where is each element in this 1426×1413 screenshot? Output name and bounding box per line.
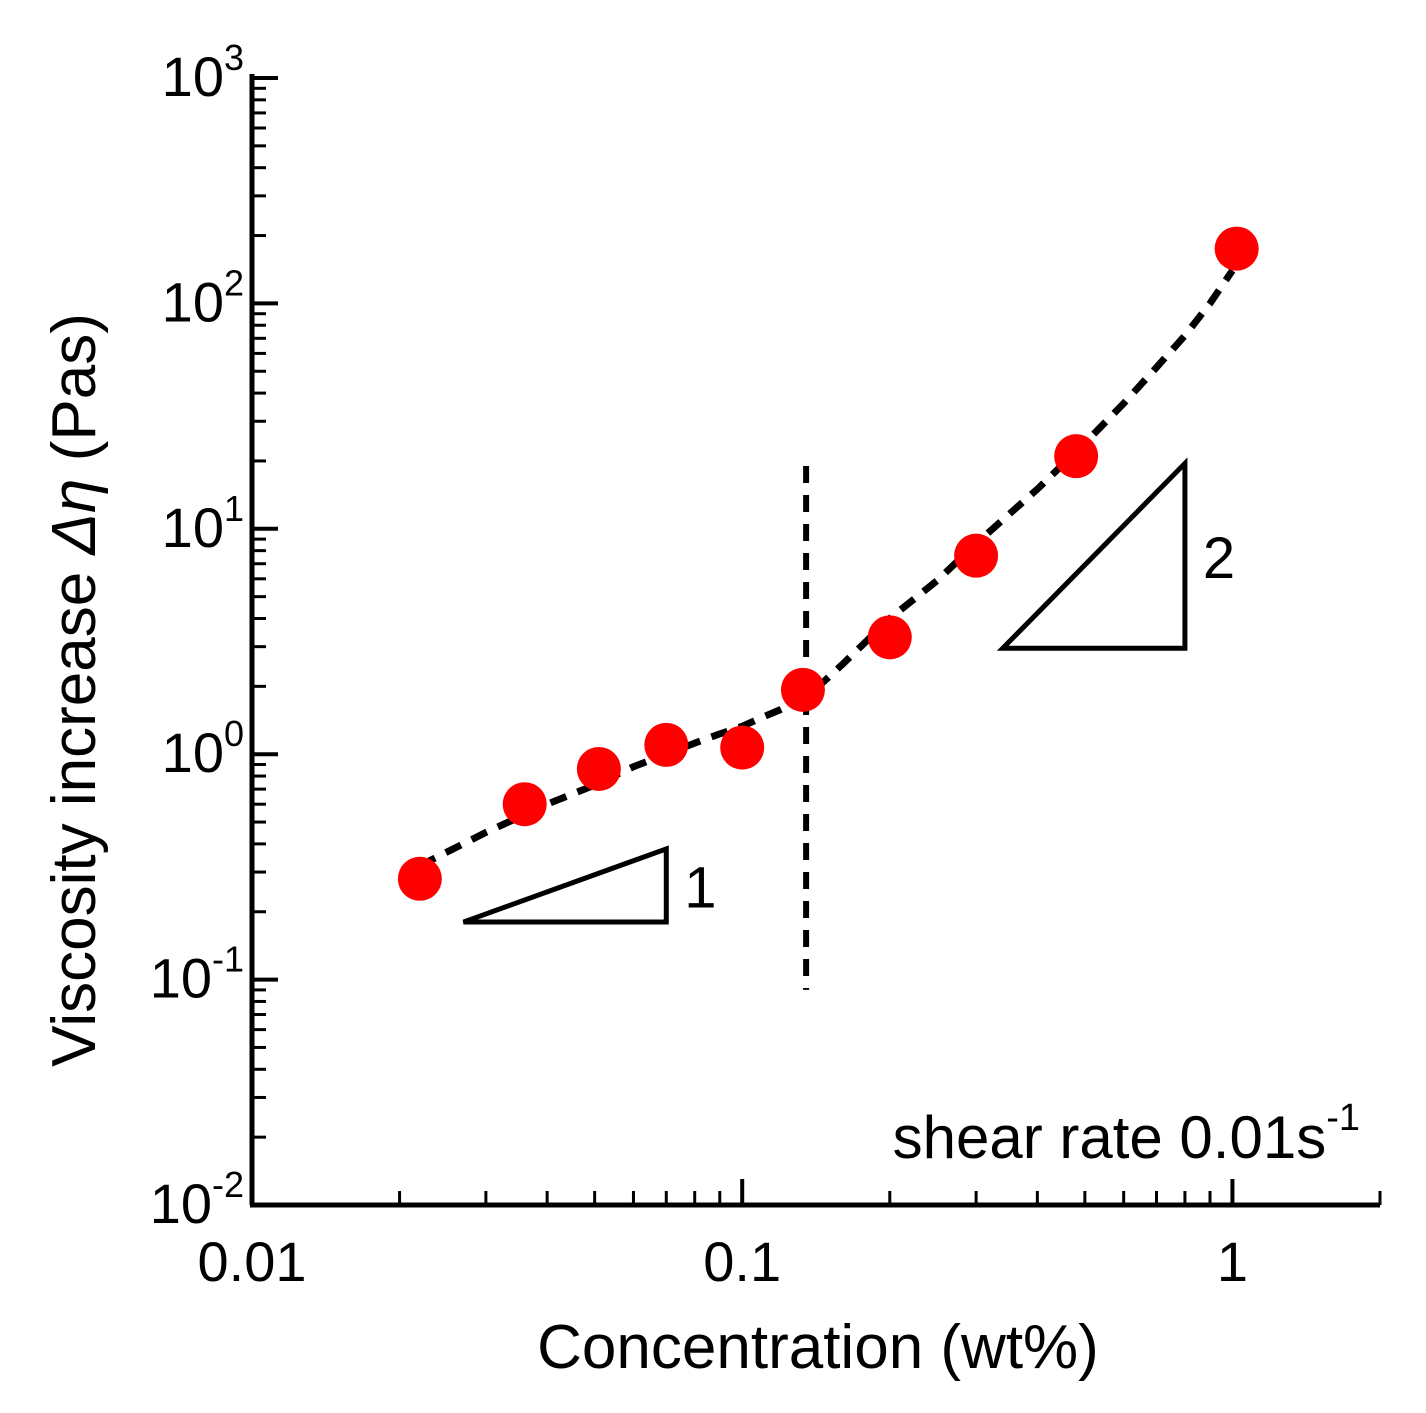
data-point xyxy=(576,746,621,791)
data-point xyxy=(867,615,912,660)
y-tick-label: 101 xyxy=(162,488,244,559)
data-point xyxy=(1054,434,1099,479)
data-points xyxy=(397,226,1259,901)
data-point xyxy=(644,722,689,767)
slope-label-1: 1 xyxy=(684,855,716,920)
data-point xyxy=(1214,226,1259,271)
y-tick-label-exponent: 2 xyxy=(224,262,244,303)
x-axis-ticks: 0.01 0.1 1 xyxy=(198,1179,1382,1293)
y-tick-label: 10-2 xyxy=(150,1164,244,1235)
data-point xyxy=(720,725,765,770)
data-point xyxy=(502,782,547,827)
y-tick-label: 103 xyxy=(162,37,244,108)
y-tick-label-exponent: -2 xyxy=(212,1164,244,1205)
x-tick-label: 1 xyxy=(1217,1230,1248,1293)
slope-triangles: 12 xyxy=(462,457,1235,925)
fit-line-group xyxy=(418,268,1236,869)
y-axis-label: Viscosity increase Δη (Pas) xyxy=(40,313,109,1067)
y-tick-label-base: 10 xyxy=(162,496,224,559)
x-tick-label: 0.01 xyxy=(198,1230,307,1293)
y-axis-label-prefix: Viscosity increase xyxy=(40,555,109,1067)
y-tick-label: 100 xyxy=(162,713,244,784)
x-axis-label: Concentration (wt%) xyxy=(537,1313,1099,1382)
y-axis-label-suffix: (Pas) xyxy=(40,313,109,478)
y-axis-label-symbol: Δη xyxy=(40,479,109,557)
y-tick-label-exponent: 1 xyxy=(224,488,244,529)
y-tick-label-base: 10 xyxy=(162,45,224,108)
shear-rate-text: shear rate 0.01s xyxy=(893,1104,1327,1171)
shear-rate-superscript: -1 xyxy=(1326,1097,1360,1139)
slope-label-2: 2 xyxy=(1203,526,1235,591)
y-tick-label-exponent: 0 xyxy=(224,713,244,754)
slope-triangle-2 xyxy=(996,457,1188,651)
fit-line xyxy=(418,268,1236,869)
slope-triangle-1 xyxy=(462,845,669,925)
data-point xyxy=(954,533,999,578)
y-tick-label-base: 10 xyxy=(162,721,224,784)
y-tick-label-base: 10 xyxy=(150,947,212,1010)
y-tick-label-base: 10 xyxy=(162,270,224,333)
y-tick-label-base: 10 xyxy=(150,1172,212,1235)
shear-rate-annotation: shear rate 0.01s-1 xyxy=(893,1097,1360,1171)
data-point xyxy=(780,667,825,712)
y-tick-label-exponent: 3 xyxy=(224,37,244,78)
plot-frame xyxy=(249,74,1380,1208)
data-point xyxy=(397,856,442,901)
y-tick-label: 10-1 xyxy=(150,939,244,1010)
y-tick-label-exponent: -1 xyxy=(212,939,244,980)
y-tick-label: 102 xyxy=(162,262,244,333)
x-tick-label: 0.1 xyxy=(703,1230,781,1293)
